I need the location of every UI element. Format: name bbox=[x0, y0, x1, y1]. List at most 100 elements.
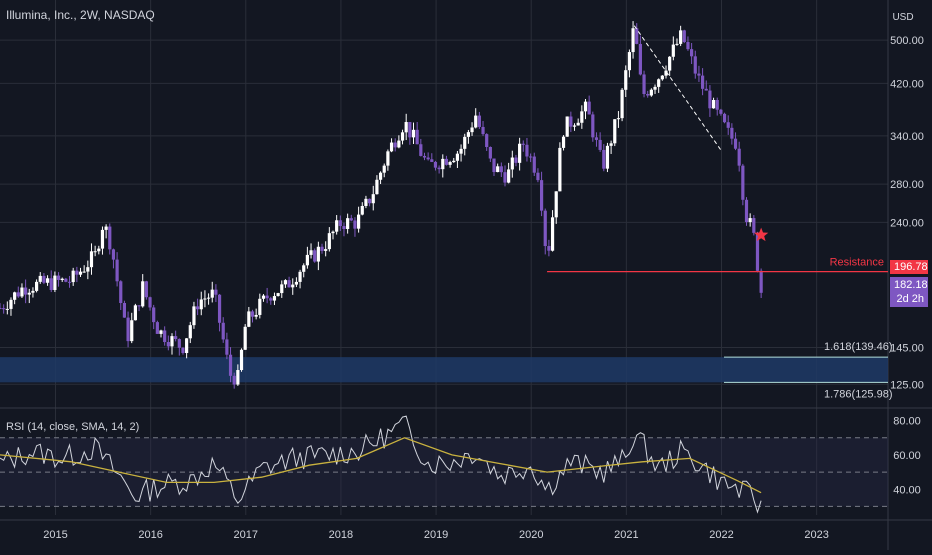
candle-up bbox=[236, 370, 240, 385]
candle-up bbox=[668, 56, 672, 71]
candle-up bbox=[104, 226, 108, 230]
candle-up bbox=[82, 271, 86, 273]
candle-up bbox=[283, 280, 288, 285]
candle-down bbox=[367, 198, 372, 204]
candle-up bbox=[324, 249, 328, 251]
candle-up bbox=[711, 100, 716, 109]
candle-down bbox=[42, 275, 46, 283]
candle-up bbox=[631, 28, 635, 53]
price-tick-label: 240.00 bbox=[890, 217, 924, 229]
candle-up bbox=[609, 143, 613, 146]
candle-down bbox=[221, 322, 225, 340]
year-tick-label: 2016 bbox=[138, 529, 162, 541]
candle-down bbox=[49, 278, 53, 290]
candle-up bbox=[130, 320, 134, 342]
year-tick-label: 2015 bbox=[43, 529, 67, 541]
candle-down bbox=[163, 330, 167, 343]
candle-up bbox=[97, 248, 101, 252]
year-tick-label: 2019 bbox=[424, 529, 448, 541]
candle-down bbox=[715, 100, 719, 110]
candle-down bbox=[269, 298, 273, 301]
candle-down bbox=[730, 127, 734, 139]
candle-down bbox=[181, 347, 185, 354]
candle-down bbox=[635, 28, 639, 44]
resistance-label: Resistance bbox=[830, 257, 884, 269]
candle-up bbox=[470, 127, 474, 133]
candle-up bbox=[170, 336, 174, 347]
candle-up bbox=[272, 296, 277, 301]
candle-up bbox=[404, 122, 408, 133]
candle-down bbox=[422, 155, 427, 158]
candle-down bbox=[433, 161, 438, 168]
candle-up bbox=[159, 330, 163, 334]
candle-down bbox=[122, 303, 127, 318]
candle-down bbox=[741, 165, 745, 200]
candle-up bbox=[335, 220, 339, 232]
axis-layer: 500.00 420.00 340.00 280.00 240.00 145.00 125.… bbox=[43, 12, 924, 541]
candles-layer[interactable] bbox=[0, 21, 763, 389]
candle-up bbox=[572, 125, 577, 127]
currency-label: USD bbox=[892, 12, 913, 23]
candle-up bbox=[554, 191, 558, 218]
candle-down bbox=[144, 281, 148, 298]
candle-down bbox=[638, 43, 642, 75]
demand-zone-layer bbox=[0, 357, 888, 383]
candle-down bbox=[543, 210, 547, 247]
price-tick-label: 340.00 bbox=[890, 131, 924, 143]
candle-up bbox=[510, 157, 514, 170]
resistance-price-value: 196.78 bbox=[894, 261, 928, 273]
candle-down bbox=[521, 143, 525, 145]
candle-up bbox=[441, 158, 445, 170]
candle-down bbox=[514, 157, 518, 163]
candle-down bbox=[415, 129, 419, 145]
candle-down bbox=[196, 306, 200, 310]
rsi-sma-line bbox=[0, 437, 762, 494]
candle-up bbox=[247, 311, 251, 327]
candle-down bbox=[569, 116, 573, 127]
candle-down bbox=[338, 220, 342, 227]
candle-up bbox=[496, 166, 500, 173]
chart-title: Illumina, Inc., 2W, NASDAQ bbox=[6, 8, 155, 22]
candle-down bbox=[700, 75, 705, 89]
candle-down bbox=[137, 305, 141, 307]
candle-down bbox=[353, 220, 357, 229]
last-price-value: 182.18 bbox=[894, 279, 928, 291]
candle-up bbox=[649, 89, 653, 96]
star-marker-icon bbox=[754, 227, 769, 242]
candle-down bbox=[726, 122, 730, 128]
candle-up bbox=[20, 287, 24, 297]
candle-up bbox=[664, 70, 668, 76]
candle-down bbox=[16, 292, 20, 297]
candle-up bbox=[309, 250, 313, 255]
price-tick-label: 420.00 bbox=[890, 78, 924, 90]
candle-down bbox=[525, 144, 529, 157]
candle-up bbox=[71, 270, 75, 283]
rsi-tick-label: 60.00 bbox=[893, 450, 921, 462]
rsi-line bbox=[0, 415, 762, 514]
price-tick-label: 125.00 bbox=[890, 379, 924, 391]
candle-up bbox=[378, 172, 383, 180]
candle-down bbox=[56, 275, 61, 280]
candle-down bbox=[426, 157, 430, 160]
candle-down bbox=[111, 249, 116, 260]
candle-up bbox=[316, 246, 320, 262]
candle-down bbox=[408, 122, 412, 138]
candle-down bbox=[481, 126, 485, 135]
candle-down bbox=[539, 180, 544, 211]
candle-down bbox=[166, 342, 170, 347]
candle-up bbox=[397, 140, 401, 148]
candle-down bbox=[0, 307, 2, 309]
candle-down bbox=[722, 113, 727, 123]
candle-down bbox=[232, 375, 236, 385]
candle-down bbox=[250, 311, 255, 317]
candle-up bbox=[298, 271, 302, 282]
candle-up bbox=[210, 289, 214, 298]
candle-up bbox=[561, 136, 566, 148]
year-tick-label: 2021 bbox=[614, 529, 638, 541]
candle-up bbox=[27, 292, 31, 295]
rsi-tick-label: 40.00 bbox=[893, 484, 921, 496]
candle-down bbox=[228, 354, 233, 376]
